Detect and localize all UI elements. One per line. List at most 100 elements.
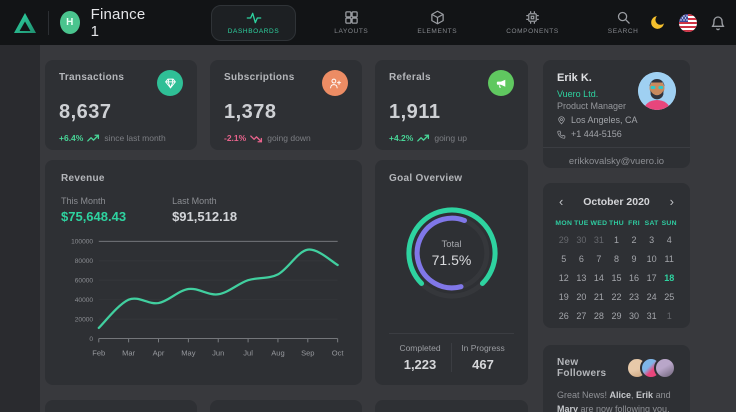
goal-overview-card: Goal Overview Total 71.5% Completed 1,22…	[375, 160, 528, 385]
notifications-bell-icon[interactable]	[710, 15, 726, 31]
gauge-label: Total	[441, 238, 462, 250]
calendar-day[interactable]: 15	[611, 273, 622, 283]
svg-text:Mar: Mar	[122, 349, 135, 358]
profile-email[interactable]: erikkovalsky@vuero.io	[568, 156, 665, 167]
calendar-day[interactable]: 18	[664, 273, 675, 283]
calendar-day[interactable]: 10	[646, 254, 657, 264]
tab-dashboards[interactable]: DASHBOARDS	[210, 4, 297, 41]
calendar-day[interactable]: 26	[558, 311, 569, 321]
workspace-badge[interactable]: H	[59, 11, 80, 34]
trend-down-icon	[250, 134, 263, 143]
calendar-day[interactable]: 30	[629, 311, 640, 321]
svg-text:Aug: Aug	[271, 349, 284, 358]
stat-value: 1,378	[224, 101, 277, 123]
weekday-label: FRI	[628, 220, 640, 227]
tab-search[interactable]: SEARCH	[597, 4, 650, 41]
divider	[48, 10, 49, 35]
stat-value: 1,911	[389, 101, 441, 123]
profile-company[interactable]: Vuero Ltd.	[557, 89, 599, 99]
calendar-next-icon[interactable]: ›	[669, 194, 674, 209]
calendar-day[interactable]: 5	[561, 254, 567, 264]
weekday-label: WED	[590, 220, 608, 227]
calendar-day[interactable]: 7	[596, 254, 602, 264]
calendar-day[interactable]: 27	[576, 311, 587, 321]
transactions-card: Transactions 8,637 +6.4% since last mont…	[45, 60, 197, 150]
calendar-day[interactable]: 22	[611, 292, 622, 302]
delta-value: +4.2%	[389, 133, 414, 143]
cpu-icon	[525, 10, 540, 25]
calendar-day[interactable]: 2	[631, 235, 637, 245]
weekday-label: MON	[555, 220, 573, 227]
gauge-value: 71.5%	[431, 251, 472, 268]
nav-label: DASHBOARDS	[227, 27, 280, 35]
calendar-day[interactable]: 31	[646, 311, 657, 321]
calendar-day[interactable]: 30	[576, 235, 587, 245]
calendar-day[interactable]: 1	[613, 235, 619, 245]
calendar-day[interactable]: 19	[558, 292, 569, 302]
goal-footer: Completed 1,223 In Progress 467	[389, 333, 514, 372]
follower-avatar-mary[interactable]	[654, 357, 676, 379]
calendar-day[interactable]: 13	[576, 273, 587, 283]
profile-role: Product Manager	[557, 101, 627, 111]
calendar-day[interactable]: 16	[629, 273, 640, 283]
phone-icon	[557, 130, 566, 139]
referals-card: Referals 1,911 +4.2% going up	[375, 60, 528, 150]
calendar-day[interactable]: 20	[576, 292, 587, 302]
calendar-day[interactable]: 12	[558, 273, 569, 283]
calendar-day[interactable]: 6	[578, 254, 584, 264]
delta-value: +6.4%	[59, 133, 84, 143]
card-title: New Followers	[557, 357, 607, 379]
stat-label: In Progress	[461, 343, 505, 353]
new-followers-card: New Followers Great News! Alice, Erik an…	[543, 345, 690, 412]
profile-avatar	[638, 72, 676, 110]
weekday-label: TUE	[574, 220, 589, 227]
message-segment: Erik	[636, 390, 654, 400]
subscriptions-card: Subscriptions 1,378 -2.1% going down	[210, 60, 362, 150]
calendar-day[interactable]: 29	[611, 311, 622, 321]
calendar-weekday-row: MON TUE WED THU FRI SAT SUN	[555, 220, 678, 227]
calendar-day[interactable]: 25	[664, 292, 675, 302]
vuero-logo-icon[interactable]	[13, 12, 37, 34]
completed-stat: Completed 1,223	[389, 343, 451, 372]
message-segment: and	[653, 390, 671, 400]
tab-layouts[interactable]: LAYOUTS	[323, 4, 379, 41]
tab-components[interactable]: COMPONENTS	[495, 4, 570, 41]
calendar-day[interactable]: 28	[593, 311, 604, 321]
calendar-day[interactable]: 23	[629, 292, 640, 302]
calendar-day[interactable]: 4	[666, 235, 672, 245]
revenue-card: Revenue This Month $75,648.43 Last Month…	[45, 160, 362, 385]
calendar-day[interactable]: 29	[558, 235, 569, 245]
message-segment: Alice	[609, 390, 632, 400]
calendar-prev-icon[interactable]: ‹	[559, 194, 564, 209]
bottom-card-1	[45, 400, 197, 412]
calendar-day[interactable]: 1	[666, 311, 672, 321]
dark-mode-moon-icon[interactable]	[649, 14, 666, 31]
calendar-day[interactable]: 24	[646, 292, 657, 302]
calendar-day[interactable]: 8	[613, 254, 619, 264]
svg-text:Oct: Oct	[332, 349, 345, 358]
calendar-day[interactable]: 14	[593, 273, 604, 283]
svg-text:Apr: Apr	[153, 349, 165, 358]
stat-value: 467	[472, 357, 494, 372]
delta-value: -2.1%	[224, 133, 247, 143]
calendar-day[interactable]: 9	[631, 254, 637, 264]
calendar-day[interactable]: 17	[646, 273, 657, 283]
last-month-stat: Last Month $91,512.18	[172, 196, 237, 224]
calendar-day[interactable]: 11	[664, 254, 674, 264]
weekday-label: SAT	[644, 220, 659, 227]
calendar-days-grid: 29 30 31 1 2 3 4 5 6 7 8 9 10 11 12 13 14 15 16 17 18 19 20 21 2…	[555, 235, 678, 321]
calendar-day[interactable]: 21	[593, 292, 604, 302]
language-flag-icon[interactable]	[679, 13, 698, 32]
user-plus-icon	[322, 70, 348, 96]
svg-text:Jul: Jul	[243, 349, 253, 358]
calendar-day[interactable]: 3	[649, 235, 655, 245]
svg-text:Jun: Jun	[212, 349, 224, 358]
divider	[543, 147, 690, 148]
calendar-day[interactable]: 31	[593, 235, 604, 245]
profile-name: Erik K.	[557, 72, 592, 84]
tab-elements[interactable]: ELEMENTS	[406, 4, 468, 41]
svg-text:0: 0	[89, 336, 93, 343]
box-icon	[430, 10, 445, 25]
stat-note: going down	[267, 133, 311, 143]
navbar-actions	[649, 10, 736, 36]
